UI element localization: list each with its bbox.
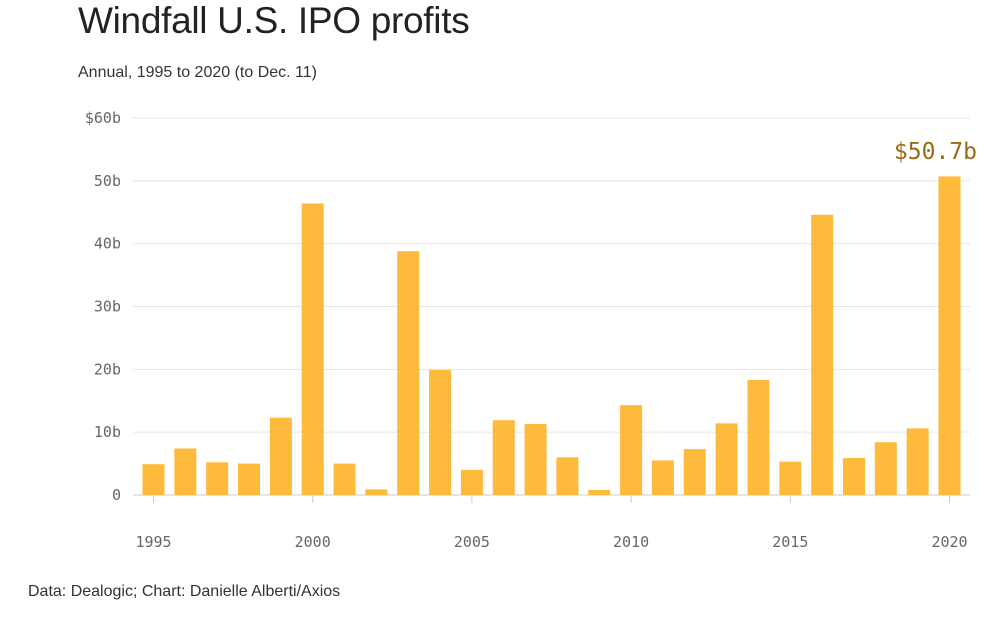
annotations: $50.7b [894,139,977,165]
bar-2011 [651,460,674,495]
x-axis: 1995 2000 2005 2010 2015 2020 [135,495,968,551]
bar-1999 [269,417,292,495]
y-tick-label: 40b [94,235,121,253]
bar-2019 [906,428,929,495]
bar-2001 [333,463,356,495]
bars [142,176,961,495]
bar-1998 [238,463,261,495]
data-label-2020: $50.7b [894,139,977,165]
bar-1997 [206,462,229,495]
y-tick-label: 30b [94,298,121,316]
x-tick-label: 2010 [613,533,649,551]
y-tick-label: 20b [94,360,121,378]
bar-2003 [397,251,420,495]
bar-2008 [556,457,579,495]
x-tick-label: 2015 [772,533,808,551]
bar-2010 [620,405,643,495]
bar-2002 [365,489,388,495]
bar-1996 [174,448,197,495]
y-tick-label: 10b [94,423,121,441]
bar-2007 [524,423,547,495]
y-axis: 0 10b 20b 30b 40b 50b $60b [85,109,121,504]
bar-1995 [142,464,165,495]
source-note: Data: Dealogic; Chart: Danielle Alberti/… [28,583,341,600]
bar-2015 [779,461,802,495]
bar-2009 [588,489,611,495]
bar-2018 [874,442,897,495]
x-tick-label: 1995 [135,533,171,551]
bar-2013 [715,423,738,495]
y-tick-label: $60b [85,109,121,127]
gridlines [133,117,970,496]
y-tick-label: 50b [94,172,121,190]
x-tick-label: 2020 [931,533,967,551]
bar-2005 [460,469,483,495]
x-tick-label: 2005 [454,533,490,551]
bar-2017 [842,457,865,495]
bar-2014 [747,380,770,495]
bar-2016 [811,214,834,495]
bar-2000 [301,203,324,495]
bar-2012 [683,449,706,495]
bar-2004 [429,369,452,495]
y-tick-label: 0 [112,486,121,504]
bar-2020 [938,176,961,495]
chart-title: Windfall U.S. IPO profits [78,0,470,41]
chart-subtitle: Annual, 1995 to 2020 (to Dec. 11) [78,64,317,81]
x-tick-label: 2000 [295,533,331,551]
bar-2006 [492,420,515,495]
